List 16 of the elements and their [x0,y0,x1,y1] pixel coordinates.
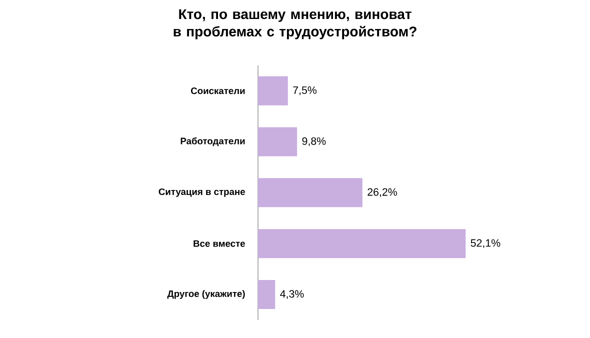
data-label: 52,1% [470,239,500,248]
data-label: 9,8% [302,137,326,146]
bar [258,178,362,208]
data-label: 26,2% [368,188,397,198]
bar [258,229,466,258]
bar [258,280,276,310]
y-tick-label: Ситуация в стране [158,188,245,197]
chart-title: Кто, по вашему мнению, виноват в проблемах с трудоустройством? [174,9,416,40]
y-tick-label: Все вместе [194,240,245,247]
bar [258,76,288,106]
bar [258,127,298,156]
y-tick-label: Соискатели [191,88,245,94]
y-tick-label: Другое (укажите) [167,290,245,299]
data-label: 7,5% [293,86,317,96]
y-tick-label: Работодатели [180,137,245,146]
data-label: 4,3% [280,290,304,299]
